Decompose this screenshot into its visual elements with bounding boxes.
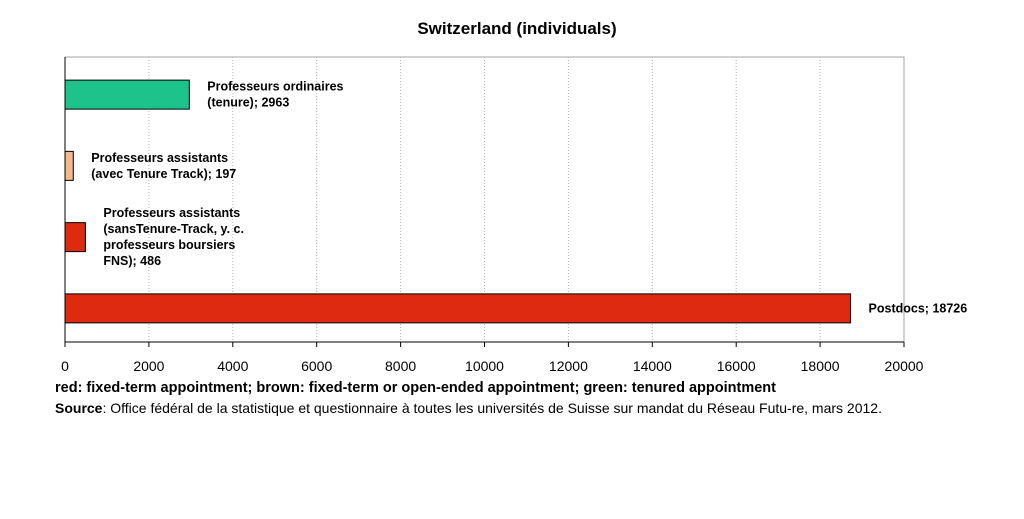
- x-tick-label: 8000: [385, 358, 416, 374]
- chart-title: Switzerland (individuals): [417, 19, 616, 38]
- source-label: Source: [55, 400, 103, 416]
- data-labels: Professeurs ordinaires (tenure); 2963 Prof…: [91, 80, 967, 316]
- data-label: Professeurs assistants: [103, 206, 240, 220]
- bar: [64, 222, 86, 253]
- x-tick-label: 0: [61, 358, 69, 374]
- bar: [64, 293, 852, 324]
- data-label: (tenure); 2963: [207, 96, 289, 110]
- source-text: : Office fédéral de la statistique et qu…: [102, 400, 882, 416]
- x-tick-label: 6000: [301, 358, 332, 374]
- data-label: FNS); 486: [103, 254, 161, 268]
- color-legend-text: red: fixed-term appointment; brown: fixe…: [55, 380, 776, 396]
- data-label: Professeurs assistants: [91, 151, 228, 165]
- source-note: Source: Office fédéral de la statistique…: [55, 400, 915, 417]
- x-tick-label: 2000: [133, 358, 164, 374]
- data-label: Postdocs; 18726: [869, 301, 968, 315]
- data-label: (avec Tenure Track); 197: [91, 167, 236, 181]
- x-tick-label: 20000: [885, 358, 924, 374]
- data-label: professeurs boursiers: [103, 238, 235, 252]
- x-tick-label: 4000: [217, 358, 248, 374]
- bar: [64, 79, 190, 110]
- x-tick-label: 16000: [717, 358, 756, 374]
- bars: [64, 79, 852, 324]
- data-label: (sansTenure-Track, y. c.: [103, 222, 244, 236]
- x-axis: 0 2000 4000 6000 8000 10000 12000 14000 16000 180…: [61, 57, 924, 374]
- bar: [64, 150, 74, 181]
- x-tick-label: 12000: [549, 358, 588, 374]
- x-tick-label: 14000: [633, 358, 672, 374]
- x-tick-label: 18000: [801, 358, 840, 374]
- x-tick-label: 10000: [465, 358, 504, 374]
- bar-chart: Switzerland (individuals) 0 2000 4000 6000 8…: [61, 19, 967, 374]
- data-label: Professeurs ordinaires: [207, 80, 343, 94]
